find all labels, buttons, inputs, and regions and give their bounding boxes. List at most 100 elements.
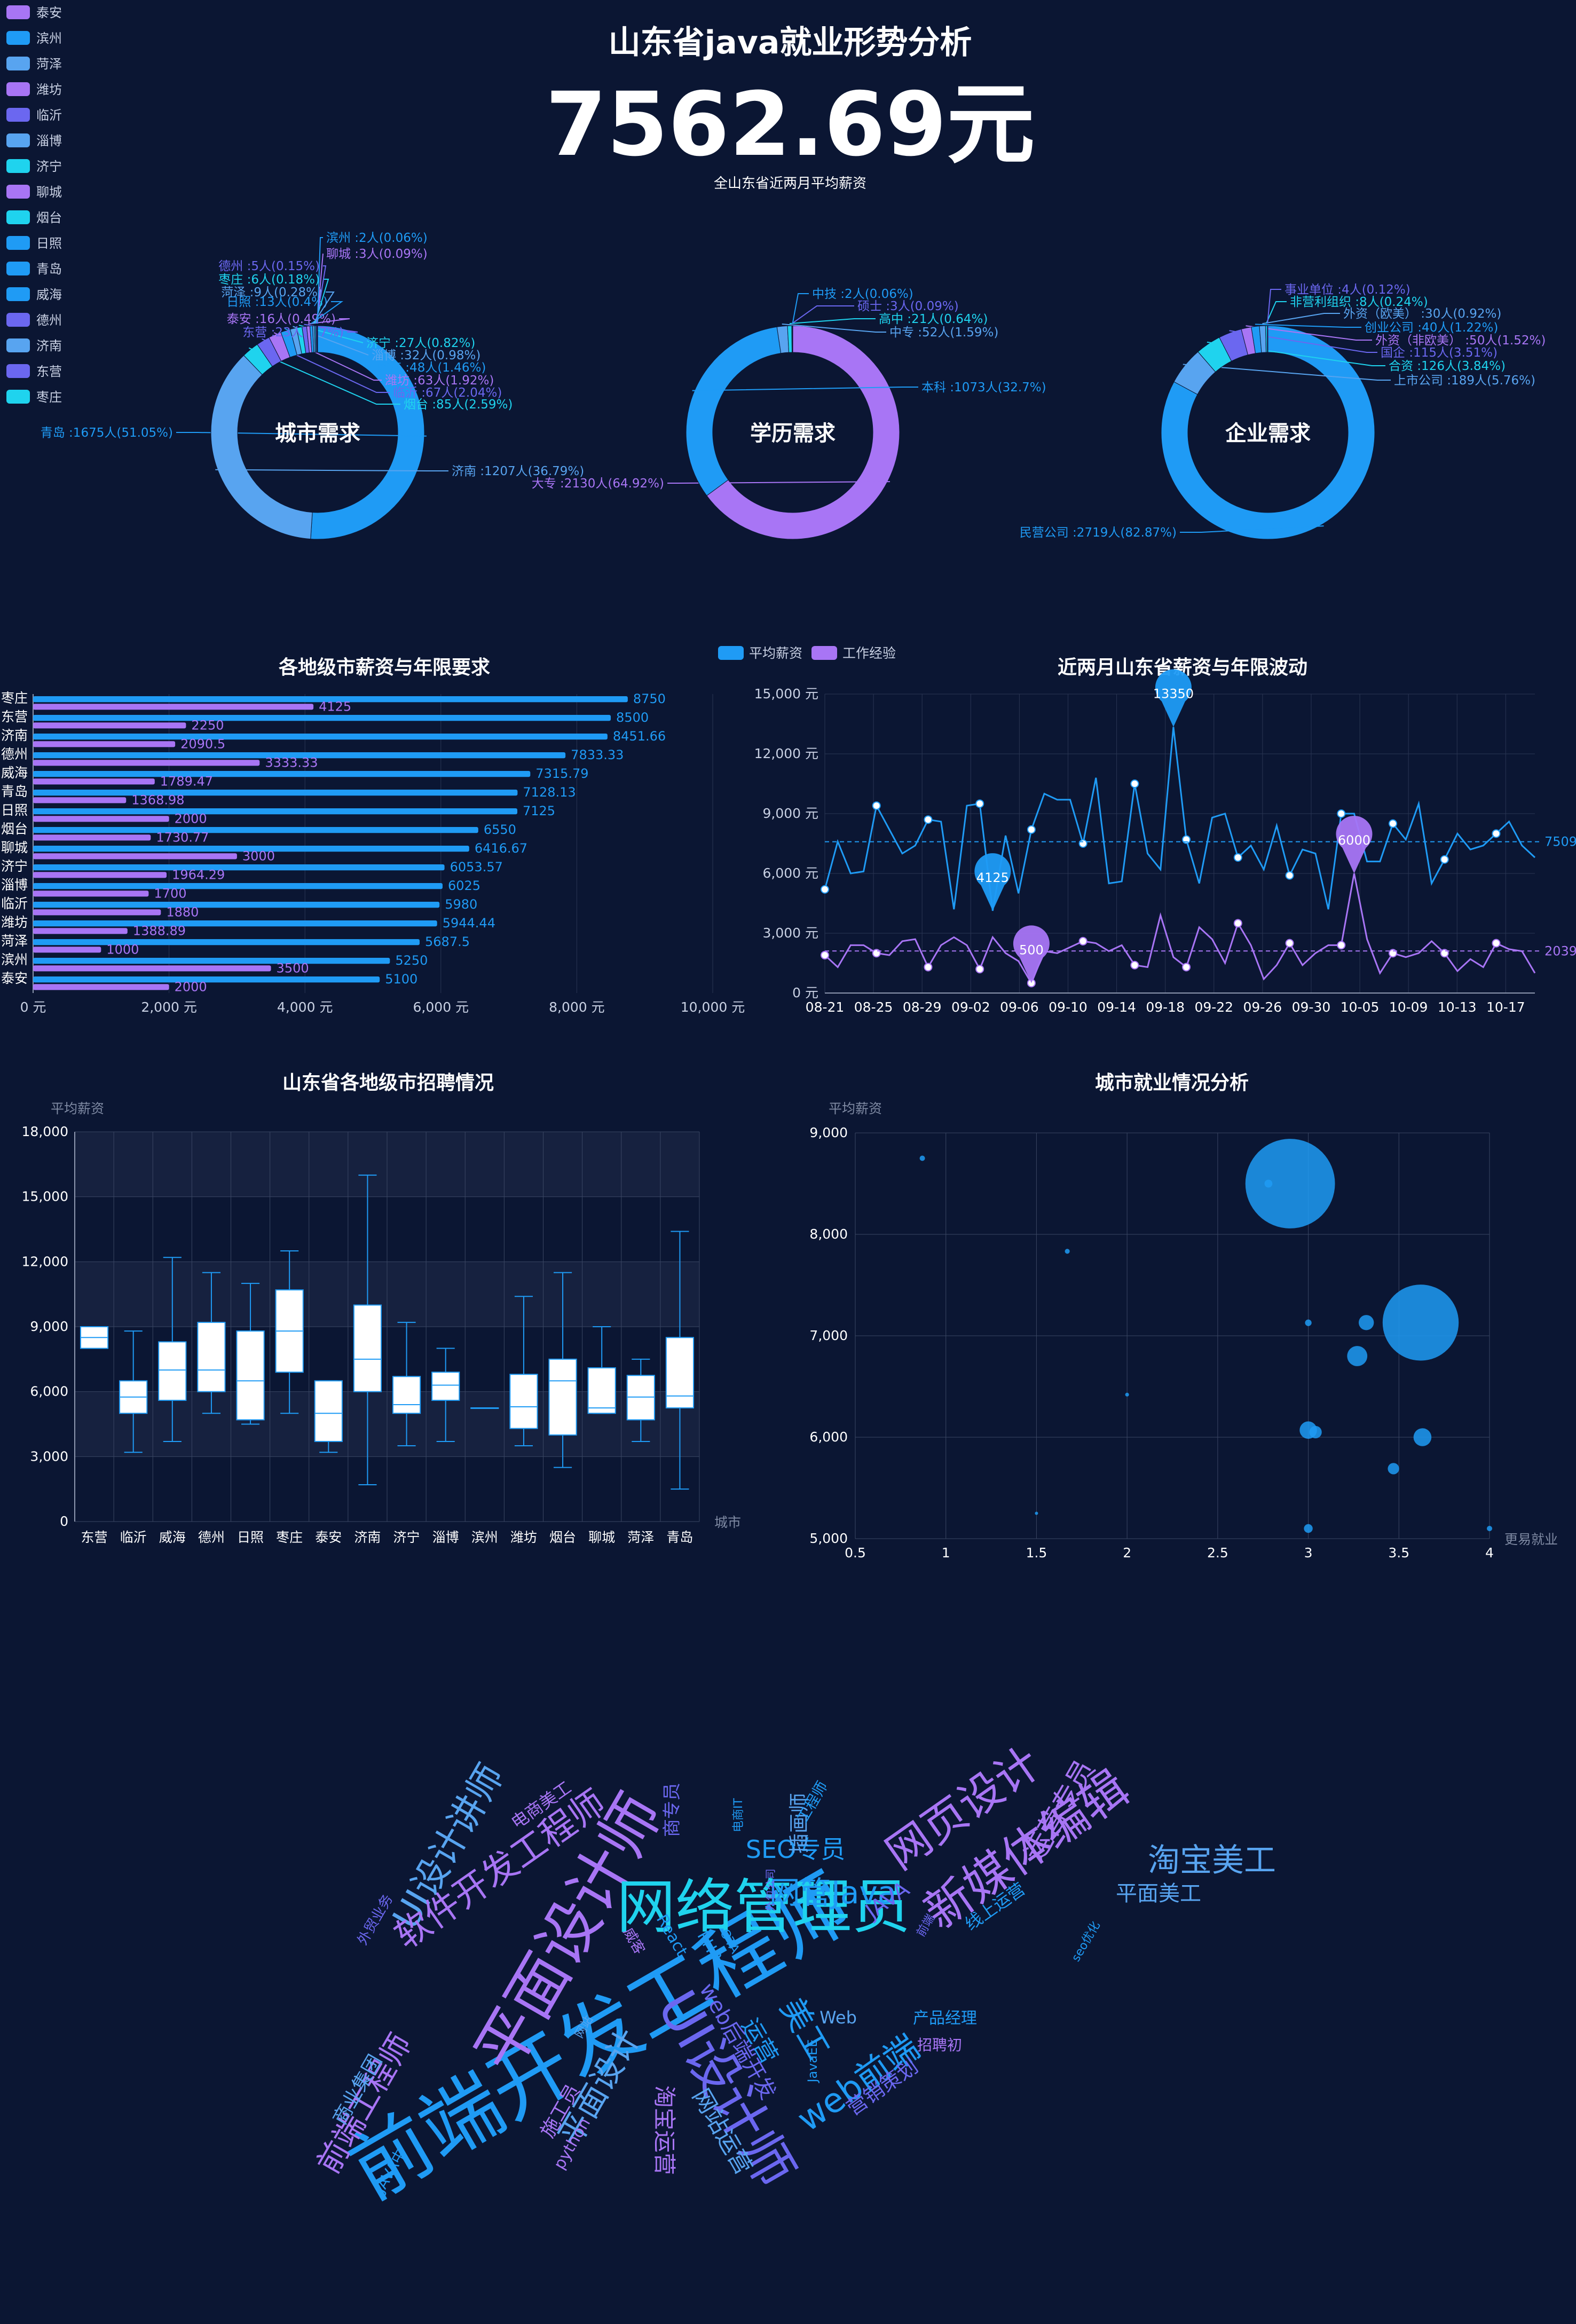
pie-leader-line [262, 338, 390, 393]
bar [33, 965, 271, 972]
bar-value-label: 1388.89 [133, 923, 186, 938]
word-cloud-word: Web [819, 2007, 857, 2028]
pie-slice-label: 非营利组织 :8人(0.24%) [1290, 295, 1428, 309]
pie-slice-label: 枣庄 :6人(0.18%) [218, 273, 320, 287]
pie-leader-line [308, 318, 350, 325]
legend-label: 泰安 [36, 5, 62, 20]
word-cloud-word: 商专员 [661, 1783, 683, 1837]
x-tick-label: 1 [942, 1545, 950, 1561]
legend-swatch [6, 82, 30, 96]
bar-value-label: 2250 [191, 718, 224, 732]
legend-label: 淄博 [36, 133, 62, 148]
word-cloud-word: 网管Java [769, 1874, 897, 1911]
y-tick-label: 9,000 元 [762, 806, 818, 821]
bar [33, 846, 469, 852]
pie-leader-line [792, 293, 809, 324]
bar-value-label: 8500 [616, 710, 649, 725]
x-tick-label: 08-29 [903, 999, 942, 1015]
category-label: 枣庄 [276, 1530, 303, 1545]
box-body [626, 1375, 655, 1421]
y-axis-label: 平均薪资 [51, 1101, 104, 1116]
category-label: 临沂 [1, 896, 28, 911]
bubble [1358, 1315, 1374, 1330]
pie-slice [706, 325, 900, 540]
average-salary-caption: 全山东省近两月平均薪资 [714, 176, 866, 192]
bar-value-label: 5250 [395, 953, 428, 968]
bubble [1065, 1249, 1070, 1254]
y-tick-label: 6,000 元 [762, 865, 818, 881]
legend-label: 威海 [36, 287, 62, 302]
pie-slice [317, 325, 318, 353]
pie-slice-label: 菏泽 :9人(0.28%) [221, 286, 322, 300]
legend-label: 潍坊 [36, 82, 62, 97]
chart-title: 山东省各地级市招聘情况 [282, 1072, 494, 1094]
bar [33, 984, 169, 990]
data-point [1078, 839, 1088, 848]
bar [33, 722, 186, 729]
data-point [1182, 963, 1191, 972]
x-tick-label: 0 元 [20, 999, 46, 1015]
pie-leader-line [1262, 313, 1340, 325]
bubble [919, 1155, 925, 1161]
pie-leader-line [789, 318, 876, 325]
pie-slice-label: 潍坊 :63人(1.92%) [385, 374, 494, 388]
bar-value-label: 2090.5 [180, 736, 225, 751]
extreme-marker [1013, 925, 1050, 983]
x-tick-label: 09-30 [1292, 999, 1331, 1015]
pie-leader-line [1267, 289, 1281, 324]
x-tick-label: 08-21 [806, 999, 845, 1015]
x-axis-label: 更易就业 [1504, 1532, 1558, 1547]
category-label: 滨州 [471, 1530, 498, 1545]
legend-label: 东营 [36, 364, 62, 379]
x-tick-label: 2,000 元 [141, 999, 197, 1015]
x-tick-label: 08-25 [854, 999, 893, 1015]
data-point [1492, 829, 1501, 838]
series-line [824, 873, 1536, 985]
bar-value-label: 8750 [633, 691, 666, 706]
bar [33, 958, 390, 964]
bar [33, 696, 628, 703]
legend-label: 青岛 [36, 262, 62, 277]
data-point [1078, 936, 1088, 946]
data-point [1130, 779, 1139, 788]
category-label: 潍坊 [1, 915, 28, 930]
extreme-marker [1155, 669, 1192, 727]
legend-swatch [6, 364, 30, 378]
chart-title: 各地级市薪资与年限要求 [279, 657, 490, 679]
word-cloud-word: 网络管理员 [617, 1873, 910, 1941]
pie-center-label: 城市需求 [275, 421, 360, 446]
bar [33, 715, 611, 721]
word-cloud-word: 插画师 [787, 1793, 811, 1854]
bar [33, 872, 167, 878]
bar [33, 808, 518, 815]
legend-label: 日照 [36, 236, 62, 251]
bar-value-label: 7315.79 [535, 766, 588, 781]
data-point [924, 815, 933, 824]
bar [33, 734, 608, 740]
bar-value-label: 3500 [277, 960, 309, 975]
word-cloud-word: 淘宝美工 [1148, 1842, 1276, 1879]
x-tick-label: 09-02 [951, 999, 990, 1015]
data-point [1337, 941, 1346, 950]
bar [33, 760, 260, 766]
x-tick-label: 1.5 [1026, 1545, 1047, 1561]
category-label: 泰安 [1, 971, 28, 986]
pie-slice-label: 日照 :13人(0.4%) [226, 295, 328, 309]
word-cloud-word: SEO专员 [746, 1835, 845, 1864]
pie-slice-label: 上市公司 :189人(5.76%) [1394, 374, 1535, 388]
box-body [353, 1304, 382, 1392]
word-cloud-word: 淘宝运营 [651, 2085, 677, 2175]
category-label: 潍坊 [510, 1530, 537, 1545]
pie-leader-line [692, 387, 918, 391]
pie-slice-label: 外资（欧美） :30人(0.92%) [1343, 307, 1501, 321]
pie-leader-line [782, 324, 886, 333]
bar-value-label: 6550 [484, 822, 516, 837]
data-point [1492, 939, 1501, 948]
pie-slice-label: 合资 :126人(3.84%) [1389, 359, 1506, 373]
bar-value-label: 3000 [242, 848, 275, 863]
category-label: 枣庄 [1, 690, 28, 706]
word-cloud-word: JavaEE [805, 2039, 820, 2083]
bubble [1486, 1525, 1493, 1532]
